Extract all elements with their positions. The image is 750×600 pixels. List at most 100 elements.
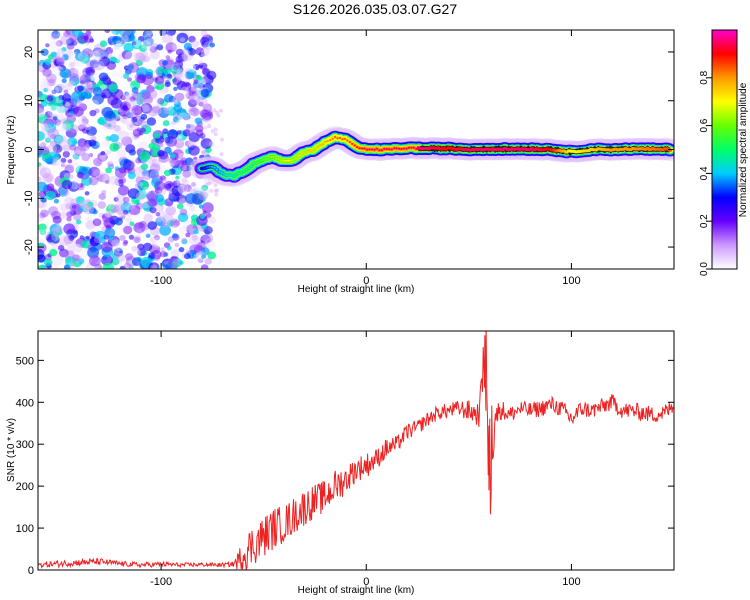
spectrogram-noise-cell <box>50 133 57 140</box>
spectrogram-noise-cell <box>176 194 187 204</box>
spectrogram-ridge-cell <box>321 143 324 146</box>
spectrogram-noise-cell <box>155 216 163 223</box>
spectrogram-noise-cell <box>104 30 111 33</box>
spectrogram-noise-cell <box>136 229 143 235</box>
spectrogram-noise-cell <box>48 78 57 87</box>
spectrogram-noise-cell <box>168 212 174 218</box>
spectrogram-noise-cell <box>46 235 52 241</box>
spectrogram-noise-cell <box>59 203 69 212</box>
spectrogram-noise-cell <box>121 136 133 147</box>
spectrogram-ridge-cell <box>348 141 351 143</box>
spectrogram-noise-cell <box>45 86 52 92</box>
spectrogram-noise-cell <box>86 48 94 54</box>
spectrogram-noise-cell <box>149 206 157 214</box>
spectrogram-noise-cell <box>204 258 212 265</box>
spectrogram-noise-cell <box>137 181 144 187</box>
spectrogram-noise-cell <box>188 234 200 246</box>
spectrogram-ridge-cell <box>299 153 302 156</box>
spectrogram-ridge-cell <box>363 147 366 150</box>
spectrogram-noise-cell <box>214 192 219 197</box>
spectrogram-noise-cell <box>55 121 67 133</box>
spectrogram-noise-cell <box>185 124 191 129</box>
spectrogram-noise-cell <box>51 226 61 235</box>
spectrogram-noise-cell <box>165 42 177 53</box>
spectrogram-noise-cell <box>114 218 123 226</box>
spectrogram-noise-cell <box>81 115 87 122</box>
spectrogram-noise-cell <box>127 131 134 138</box>
spectrogram-noise-cell <box>61 179 73 190</box>
y-tick-label: 300 <box>16 439 34 451</box>
spectrogram-noise-cell <box>133 236 141 244</box>
spectrogram-noise-cell <box>164 94 174 103</box>
spectrogram-noise-cell <box>129 96 136 102</box>
spectrogram-noise-cell <box>86 133 94 140</box>
spectrogram-noise-cell <box>84 191 90 196</box>
spectrogram-noise-cell <box>178 247 185 253</box>
spectrogram-noise-cell <box>204 182 209 187</box>
spectrogram-noise-cell <box>93 60 105 71</box>
spectrogram-noise-cell <box>214 188 219 193</box>
spectrogram-noise-cell <box>162 101 173 111</box>
spectrogram-ridge-cell <box>402 147 406 150</box>
spectrogram-noise-cell <box>131 52 138 58</box>
spectrogram-ridge-cell <box>264 157 268 160</box>
spectrogram-noise-cell <box>68 235 75 241</box>
spectrogram-noise-cell <box>61 54 69 61</box>
spectrogram-noise-cell <box>45 137 51 143</box>
spectrogram-noise-cell <box>111 239 121 249</box>
spectrogram-ridge-cell <box>292 158 295 161</box>
spectrogram-noise-cell <box>92 94 104 105</box>
spectrogram-noise-cell <box>106 61 117 70</box>
y-tick-label: 10 <box>23 95 35 107</box>
spectrogram-noise-cell <box>74 145 86 157</box>
spectrogram-noise-cell <box>207 106 211 111</box>
spectrogram-noise-cell <box>184 253 191 260</box>
spectrogram-noise-cell <box>125 109 135 118</box>
spectrogram-noise-cell <box>177 134 183 139</box>
spectrogram-noise-cell <box>75 149 81 155</box>
spectrogram-noise-cell <box>162 128 169 134</box>
spectrogram-noise-cell <box>160 175 166 181</box>
spectrogram-noise-cell <box>74 68 81 75</box>
spectrogram-noise-cell <box>38 106 45 116</box>
spectrogram-noise-cell <box>112 247 120 255</box>
spectrogram-noise-cell <box>146 37 155 46</box>
spectrogram-noise-cell <box>162 221 170 229</box>
spectrogram-noise-cell <box>181 177 188 184</box>
spectrogram-ridge-cell <box>279 159 283 162</box>
spectrogram-noise-cell <box>49 177 56 183</box>
spectrogram-noise-cell <box>193 156 198 161</box>
spectrogram-ridge-cell <box>220 171 223 174</box>
spectrogram-ridge-cell <box>378 149 381 152</box>
spectrogram-noise-cell <box>59 211 67 218</box>
spectrogram-noise-cell <box>94 230 106 241</box>
spectrogram-noise-cell <box>140 113 148 120</box>
spectrogram-noise-cell <box>174 92 185 102</box>
spectrogram-noise-cell <box>184 157 194 166</box>
spectrogram-noise-cell <box>147 107 158 117</box>
spectrogram-noise-cell <box>139 98 146 104</box>
spectrogram-noise-cell <box>205 140 212 146</box>
spectrogram-noise-cell <box>115 202 125 211</box>
spectrogram-noise-cell <box>43 258 53 267</box>
x-tick-label: 0 <box>363 275 369 287</box>
spectrogram-noise-cell <box>120 215 126 220</box>
spectrogram-noise-cell <box>44 132 54 141</box>
spectrogram-noise-cell <box>92 49 105 61</box>
spectrogram-noise-cell <box>56 57 66 66</box>
spectrogram-noise-cell <box>127 77 132 82</box>
spectrogram-noise-cell <box>124 200 135 211</box>
spectrogram-noise-cell <box>67 137 78 147</box>
spectrogram-noise-cell <box>107 161 114 168</box>
spectrogram-noise-cell <box>197 60 204 66</box>
spectrogram-noise-cell <box>105 136 111 142</box>
spectrogram-noise-cell <box>53 57 64 68</box>
spectrogram-ridge-cell <box>395 147 398 150</box>
spectrogram-noise-cell <box>125 253 133 261</box>
spectrogram-noise-cell <box>43 87 49 93</box>
spectrogram-noise-cell <box>85 66 96 76</box>
snr-y-label: SNR (10 * v/v) <box>6 418 17 482</box>
spectrogram-noise-cell <box>192 238 198 244</box>
y-tick-label: 0 <box>23 146 35 152</box>
spectrogram-noise-cell <box>149 50 160 60</box>
